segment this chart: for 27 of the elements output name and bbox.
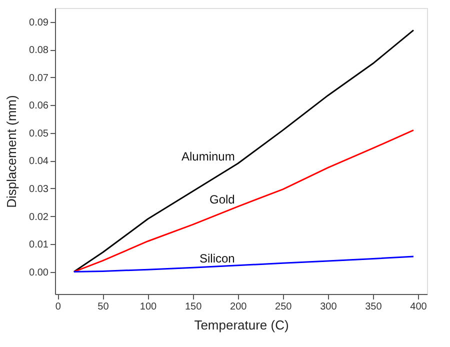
series-label: Gold — [209, 192, 235, 207]
x-tick-label: 100 — [140, 302, 158, 312]
y-tick-label: 0.02 — [29, 212, 49, 223]
line-series — [73, 29, 414, 273]
line-series — [73, 129, 414, 273]
x-tick-label: 0 — [55, 302, 62, 312]
x-tick-label: 50 — [98, 302, 110, 312]
x-tick-label: 300 — [320, 302, 338, 312]
x-tick-label: 250 — [275, 302, 292, 312]
line-series — [73, 256, 414, 273]
y-tick-label: 0.06 — [29, 100, 49, 112]
y-tick-label: 0.07 — [29, 72, 49, 84]
y-tick-label: 0.01 — [29, 240, 49, 251]
x-tick-label: 400 — [410, 302, 428, 312]
y-tick-label: 0.00 — [29, 267, 49, 278]
y-tick-label: 0.09 — [29, 17, 49, 28]
y-tick-label: 0.08 — [29, 45, 49, 56]
x-axis-title: Temperature (C) — [194, 318, 289, 332]
y-axis-title: Displacement (mm) — [4, 95, 20, 208]
x-tick-label: 200 — [230, 302, 248, 312]
y-tick-label: 0.03 — [29, 184, 49, 195]
y-tick-label: 0.05 — [29, 128, 49, 140]
x-tick-label: 350 — [365, 302, 382, 312]
series-label: Aluminum — [181, 149, 235, 164]
x-tick-label: 150 — [184, 302, 202, 312]
y-tick-label: 0.04 — [29, 156, 49, 168]
series-label: Silicon — [199, 251, 235, 266]
